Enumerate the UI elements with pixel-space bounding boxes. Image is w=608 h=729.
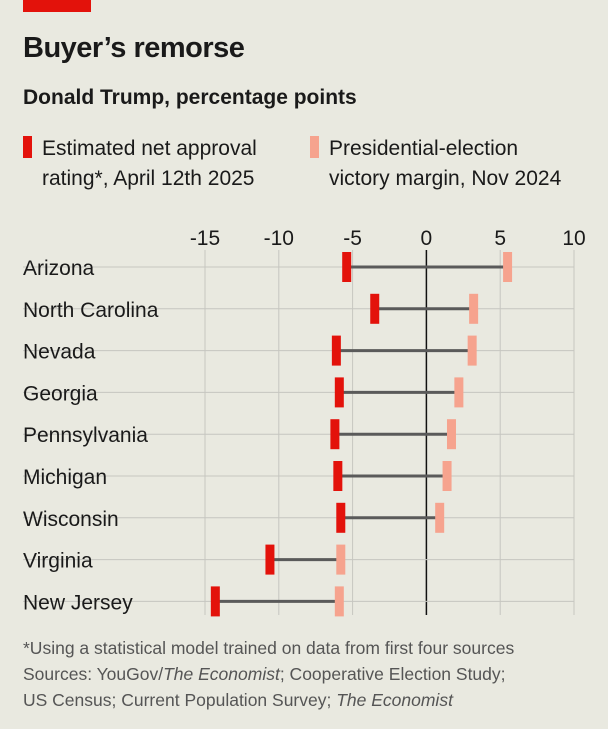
- sources-prefix: Sources: YouGov/: [23, 664, 164, 684]
- row-nevada: Nevada: [23, 335, 574, 366]
- sources-rest: ; Cooperative Election Study;: [279, 664, 506, 684]
- footnote: *Using a statistical model trained on da…: [23, 635, 514, 713]
- row-michigan: Michigan: [23, 461, 574, 491]
- chart-title: Buyer’s remorse: [23, 32, 245, 64]
- margin-marker: [454, 377, 464, 408]
- row-georgia: Georgia: [23, 377, 574, 408]
- row-wisconsin: Wisconsin: [23, 502, 574, 533]
- sources-economist-1: The Economist: [163, 664, 280, 684]
- footnote-sources-line1: Sources: YouGov/The Economist; Cooperati…: [23, 661, 514, 687]
- category-label: Arizona: [23, 257, 95, 280]
- x-tick-label: 10: [562, 227, 585, 250]
- category-label: Nevada: [23, 341, 96, 364]
- x-tick-label: 0: [421, 227, 433, 250]
- approval-marker: [333, 461, 343, 491]
- footnote-model-note: *Using a statistical model trained on da…: [23, 638, 515, 658]
- row-virginia: Virginia: [23, 544, 574, 575]
- margin-marker: [334, 586, 344, 617]
- approval-marker: [330, 419, 340, 450]
- sources-line3-prefix: US Census; Current Population Survey;: [23, 690, 337, 710]
- category-label: Virginia: [23, 550, 93, 573]
- margin-marker: [336, 544, 346, 575]
- legend-swatch-approval: [23, 136, 32, 158]
- x-tick-label: -10: [264, 227, 294, 250]
- margin-marker: [435, 502, 445, 533]
- row-pennsylvania: Pennsylvania: [23, 419, 574, 450]
- margin-marker: [469, 293, 479, 324]
- x-tick-label: -15: [190, 227, 220, 250]
- margin-marker: [467, 335, 477, 366]
- legend-label-margin-line2: victory margin, Nov 2024: [329, 167, 562, 190]
- approval-marker: [342, 252, 352, 282]
- approval-marker: [331, 335, 341, 366]
- approval-marker: [210, 586, 220, 617]
- approval-marker: [370, 293, 380, 324]
- legend-label-approval-line2: rating*, April 12th 2025: [42, 167, 255, 190]
- category-label: New Jersey: [23, 591, 133, 614]
- chart-subtitle: Donald Trump, percentage points: [23, 86, 357, 109]
- category-label: Pennsylvania: [23, 424, 148, 447]
- x-tick-label: 5: [494, 227, 506, 250]
- economist-red-tab: [23, 0, 91, 12]
- legend-label-margin-line1: Presidential-election: [329, 137, 519, 160]
- margin-marker: [446, 419, 456, 450]
- category-label: Michigan: [23, 466, 107, 489]
- row-new-jersey: New Jersey: [23, 586, 574, 617]
- margin-marker: [442, 461, 452, 491]
- approval-marker: [265, 544, 275, 575]
- legend-swatch-margin: [310, 136, 319, 158]
- row-arizona: Arizona: [23, 252, 574, 282]
- sources-economist-2: The Economist: [336, 690, 453, 710]
- approval-marker: [336, 502, 346, 533]
- legend-label-approval-line1: Estimated net approval: [42, 137, 257, 160]
- footnote-sources-line2: US Census; Current Population Survey; Th…: [23, 687, 514, 713]
- approval-marker: [334, 377, 344, 408]
- category-label: Georgia: [23, 382, 98, 405]
- margin-marker: [503, 252, 513, 282]
- category-label: North Carolina: [23, 299, 159, 322]
- category-label: Wisconsin: [23, 508, 119, 531]
- row-north-carolina: North Carolina: [23, 293, 574, 324]
- x-tick-label: -5: [343, 227, 362, 250]
